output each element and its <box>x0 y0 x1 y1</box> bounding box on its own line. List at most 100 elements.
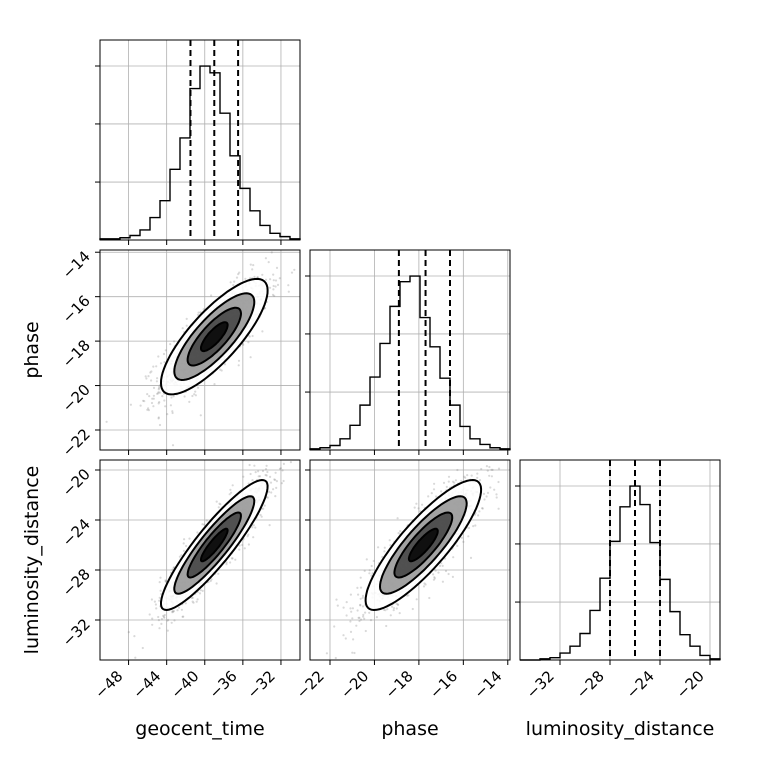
sample-point <box>197 311 200 314</box>
sample-point <box>193 393 196 396</box>
sample-point <box>368 572 371 575</box>
sample-point <box>163 613 166 617</box>
sample-point <box>470 474 473 477</box>
sample-point <box>161 395 164 398</box>
sample-point <box>460 536 463 539</box>
sample-point <box>447 475 451 478</box>
sample-point <box>225 561 228 564</box>
sample-point <box>476 476 479 479</box>
sample-point <box>359 576 362 579</box>
contour-line <box>407 527 439 563</box>
sample-point <box>481 507 484 510</box>
sample-point <box>269 475 272 478</box>
sample-point <box>359 586 363 589</box>
sample-point <box>163 616 166 619</box>
panel-frame <box>309 249 511 451</box>
sample-point <box>407 594 410 597</box>
sample-point <box>157 402 160 405</box>
sample-point <box>480 467 483 471</box>
sample-point <box>275 266 279 269</box>
sample-point <box>475 445 477 447</box>
sample-point <box>264 278 268 281</box>
sample-point <box>264 257 267 260</box>
sample-point <box>147 407 150 410</box>
sample-point <box>248 335 251 338</box>
x-tick-label: −22 <box>293 667 328 702</box>
sample-point <box>196 531 199 534</box>
sample-point <box>257 475 260 478</box>
sample-point <box>447 572 450 576</box>
sample-point <box>369 619 373 622</box>
sample-point <box>287 290 290 293</box>
sample-point <box>479 457 481 459</box>
sample-point <box>361 605 365 608</box>
sample-point <box>251 268 254 271</box>
sample-point <box>361 594 365 598</box>
sample-point <box>183 538 186 541</box>
y-tick-label: −22 <box>59 425 94 460</box>
sample-point <box>159 589 162 592</box>
sample-point <box>249 472 252 476</box>
sample-point <box>463 475 466 478</box>
sample-point <box>423 582 426 585</box>
panel-content <box>105 251 296 447</box>
sample-point <box>180 554 183 557</box>
sample-point <box>280 482 283 485</box>
sample-point <box>152 386 156 389</box>
sample-point <box>157 392 160 395</box>
sample-point <box>201 523 204 526</box>
histogram-geocent_time <box>99 65 301 240</box>
sample-point <box>351 607 354 610</box>
sample-point <box>350 610 353 613</box>
sample-point <box>428 596 431 600</box>
sample-point <box>460 479 463 482</box>
sample-point <box>152 365 155 368</box>
sample-point <box>217 572 220 575</box>
sample-point <box>275 480 278 483</box>
sample-point <box>241 543 244 547</box>
sample-point <box>218 502 221 505</box>
sample-point <box>166 619 169 622</box>
x-tick-label: −20 <box>673 667 708 702</box>
sample-point <box>171 410 174 413</box>
sample-point <box>476 472 479 475</box>
sample-point <box>437 571 440 574</box>
sample-point <box>225 563 228 566</box>
sample-point <box>141 646 144 650</box>
hist-panel-phase <box>305 249 511 455</box>
sample-point <box>397 603 400 607</box>
sample-point <box>389 614 392 617</box>
sample-point <box>164 579 167 582</box>
sample-point <box>415 502 418 505</box>
sample-point <box>433 482 436 485</box>
sample-point <box>197 386 200 389</box>
sample-point <box>249 277 252 280</box>
sample-point <box>247 341 250 344</box>
sample-point <box>146 393 149 396</box>
sample-point <box>253 275 256 278</box>
sample-point <box>185 324 188 327</box>
sample-point <box>427 495 430 498</box>
sample-point <box>441 580 444 583</box>
sample-point <box>162 614 165 618</box>
sample-point <box>270 251 273 254</box>
sample-point <box>251 479 254 482</box>
sample-point <box>105 420 108 423</box>
sample-point <box>194 394 197 397</box>
sample-point <box>151 617 154 620</box>
sample-point <box>249 263 252 266</box>
sample-point <box>368 569 371 572</box>
sample-point <box>469 556 473 560</box>
sample-point <box>265 474 268 477</box>
sample-point <box>266 496 269 499</box>
sample-point <box>278 277 281 280</box>
sample-point <box>169 404 172 407</box>
histogram-phase <box>309 275 511 450</box>
sample-point <box>377 546 380 549</box>
sample-point <box>372 559 375 563</box>
sample-point <box>128 668 130 670</box>
sample-point <box>229 488 232 491</box>
sample-point <box>259 513 262 517</box>
sample-point <box>482 454 484 456</box>
